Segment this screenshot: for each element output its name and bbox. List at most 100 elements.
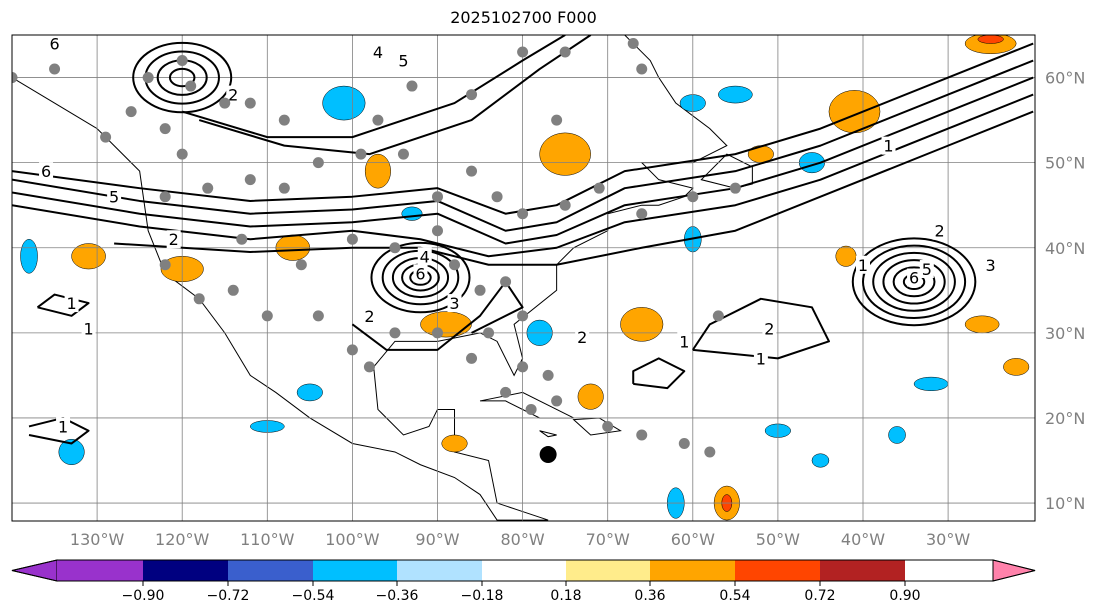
colorbar-tick-label: −0.36	[376, 588, 419, 604]
contour-label: 3	[986, 256, 996, 275]
station-dot	[142, 72, 154, 84]
station-dot	[551, 114, 563, 126]
contour-label: 1	[883, 137, 893, 156]
contour-label: 5	[398, 52, 408, 71]
contour-line	[114, 110, 1034, 266]
station-dot	[346, 344, 358, 356]
shaded-anomaly-region	[718, 85, 753, 104]
contour-label: 4	[373, 43, 383, 62]
lat-label: 50°N	[1045, 154, 1085, 173]
shaded-anomaly-region	[71, 243, 106, 270]
station-dot	[542, 369, 554, 381]
station-dot	[687, 191, 699, 203]
colorbar-segment	[143, 560, 228, 581]
colorbar-extend-min	[11, 559, 58, 582]
colorbar-segment	[57, 560, 143, 581]
shaded-anomaly-region	[401, 206, 423, 221]
shaded-anomaly-region	[58, 438, 85, 466]
lon-label: 40°W	[841, 530, 885, 549]
contour-label: 2	[934, 222, 944, 241]
closed-contour	[862, 244, 967, 319]
closed-contour	[872, 251, 956, 312]
station-dot	[295, 259, 307, 271]
contour-line	[181, 35, 566, 139]
colorbar-segment	[228, 560, 313, 581]
colorbar-tick-label: 0.54	[719, 588, 750, 604]
station-dot	[159, 123, 171, 135]
station-dot	[432, 327, 443, 339]
colorbar-outline	[11, 559, 1036, 582]
colorbar: −0.90 −0.72 −0.54 −0.36 −0.18 0.18 0.36 0.54 0.7…	[11, 559, 1036, 604]
station-dot	[636, 208, 648, 220]
station-dot	[100, 131, 112, 143]
contour-label-bg	[47, 35, 62, 53]
station-dot	[636, 429, 648, 441]
contour-line	[12, 59, 1034, 232]
contour-label: 2	[577, 328, 587, 347]
station-dot	[729, 182, 741, 194]
station-dot	[474, 284, 486, 296]
contour-label-bg	[575, 328, 590, 347]
station-dot	[397, 148, 409, 160]
contour-label: 1	[58, 417, 68, 436]
shaded-anomaly-region	[964, 315, 1000, 334]
colorbar-segment	[735, 560, 820, 581]
axis-labels: 130°W 120°W 110°W 100°W 90°W 80°W 70°W 60°W 50°W…	[70, 69, 1085, 549]
station-dot	[432, 225, 443, 237]
contour-label: 4	[420, 247, 430, 266]
contour-label-bg	[983, 255, 998, 274]
contour-label-bg	[881, 136, 896, 155]
colorbar-tick-label: 0.18	[550, 588, 581, 604]
contour-label: 1	[679, 332, 689, 351]
contour-label-bg	[39, 162, 54, 181]
station-dot	[159, 259, 171, 271]
shaded-anomaly-region	[888, 426, 906, 444]
station-dot	[202, 182, 214, 194]
closed-contour	[892, 266, 936, 298]
station-dot	[244, 174, 256, 186]
station-dot	[500, 276, 512, 288]
lon-label: 60°W	[671, 530, 715, 549]
station-dot	[636, 63, 648, 75]
contour-line	[36, 293, 90, 317]
contour-label-bg	[919, 260, 934, 279]
station-dot	[517, 361, 529, 373]
contour-line	[351, 280, 524, 351]
station-dot	[176, 148, 188, 160]
station-dot	[312, 157, 324, 169]
contour-label-bg	[81, 319, 96, 338]
closed-contour	[168, 67, 196, 88]
colorbar-tick-label: 0.72	[804, 588, 835, 604]
shaded-anomaly-region	[811, 453, 830, 468]
closed-contour	[132, 41, 233, 114]
colorbar-tick-label: −0.72	[207, 588, 250, 604]
colorbar-segment	[650, 560, 735, 581]
contour-label: 3	[449, 294, 459, 313]
station-dot	[244, 97, 256, 109]
station-dot	[355, 148, 367, 160]
station-dot	[12, 72, 18, 84]
station-dot	[389, 327, 401, 339]
contour-label-bg	[762, 319, 777, 338]
station-dot	[627, 38, 639, 50]
colorbar-segment	[820, 560, 905, 581]
station-dot	[517, 310, 529, 322]
contour-label-bg	[56, 417, 71, 436]
shaded-anomaly-region	[539, 132, 591, 176]
contour-label-bg	[856, 255, 870, 274]
station-dot	[185, 80, 197, 92]
shaded-anomaly-region	[441, 434, 468, 453]
lon-label: 50°W	[756, 530, 800, 549]
contour-label-bg	[677, 332, 692, 351]
contour-label: 1	[756, 349, 766, 368]
station-dot	[466, 89, 478, 101]
station-dot	[491, 191, 503, 203]
lon-label: 30°W	[926, 530, 970, 549]
lat-label: 40°N	[1045, 239, 1085, 258]
shaded-anomaly-region	[1003, 358, 1030, 376]
station-dot	[551, 395, 563, 407]
contour-label-bg	[417, 247, 432, 266]
